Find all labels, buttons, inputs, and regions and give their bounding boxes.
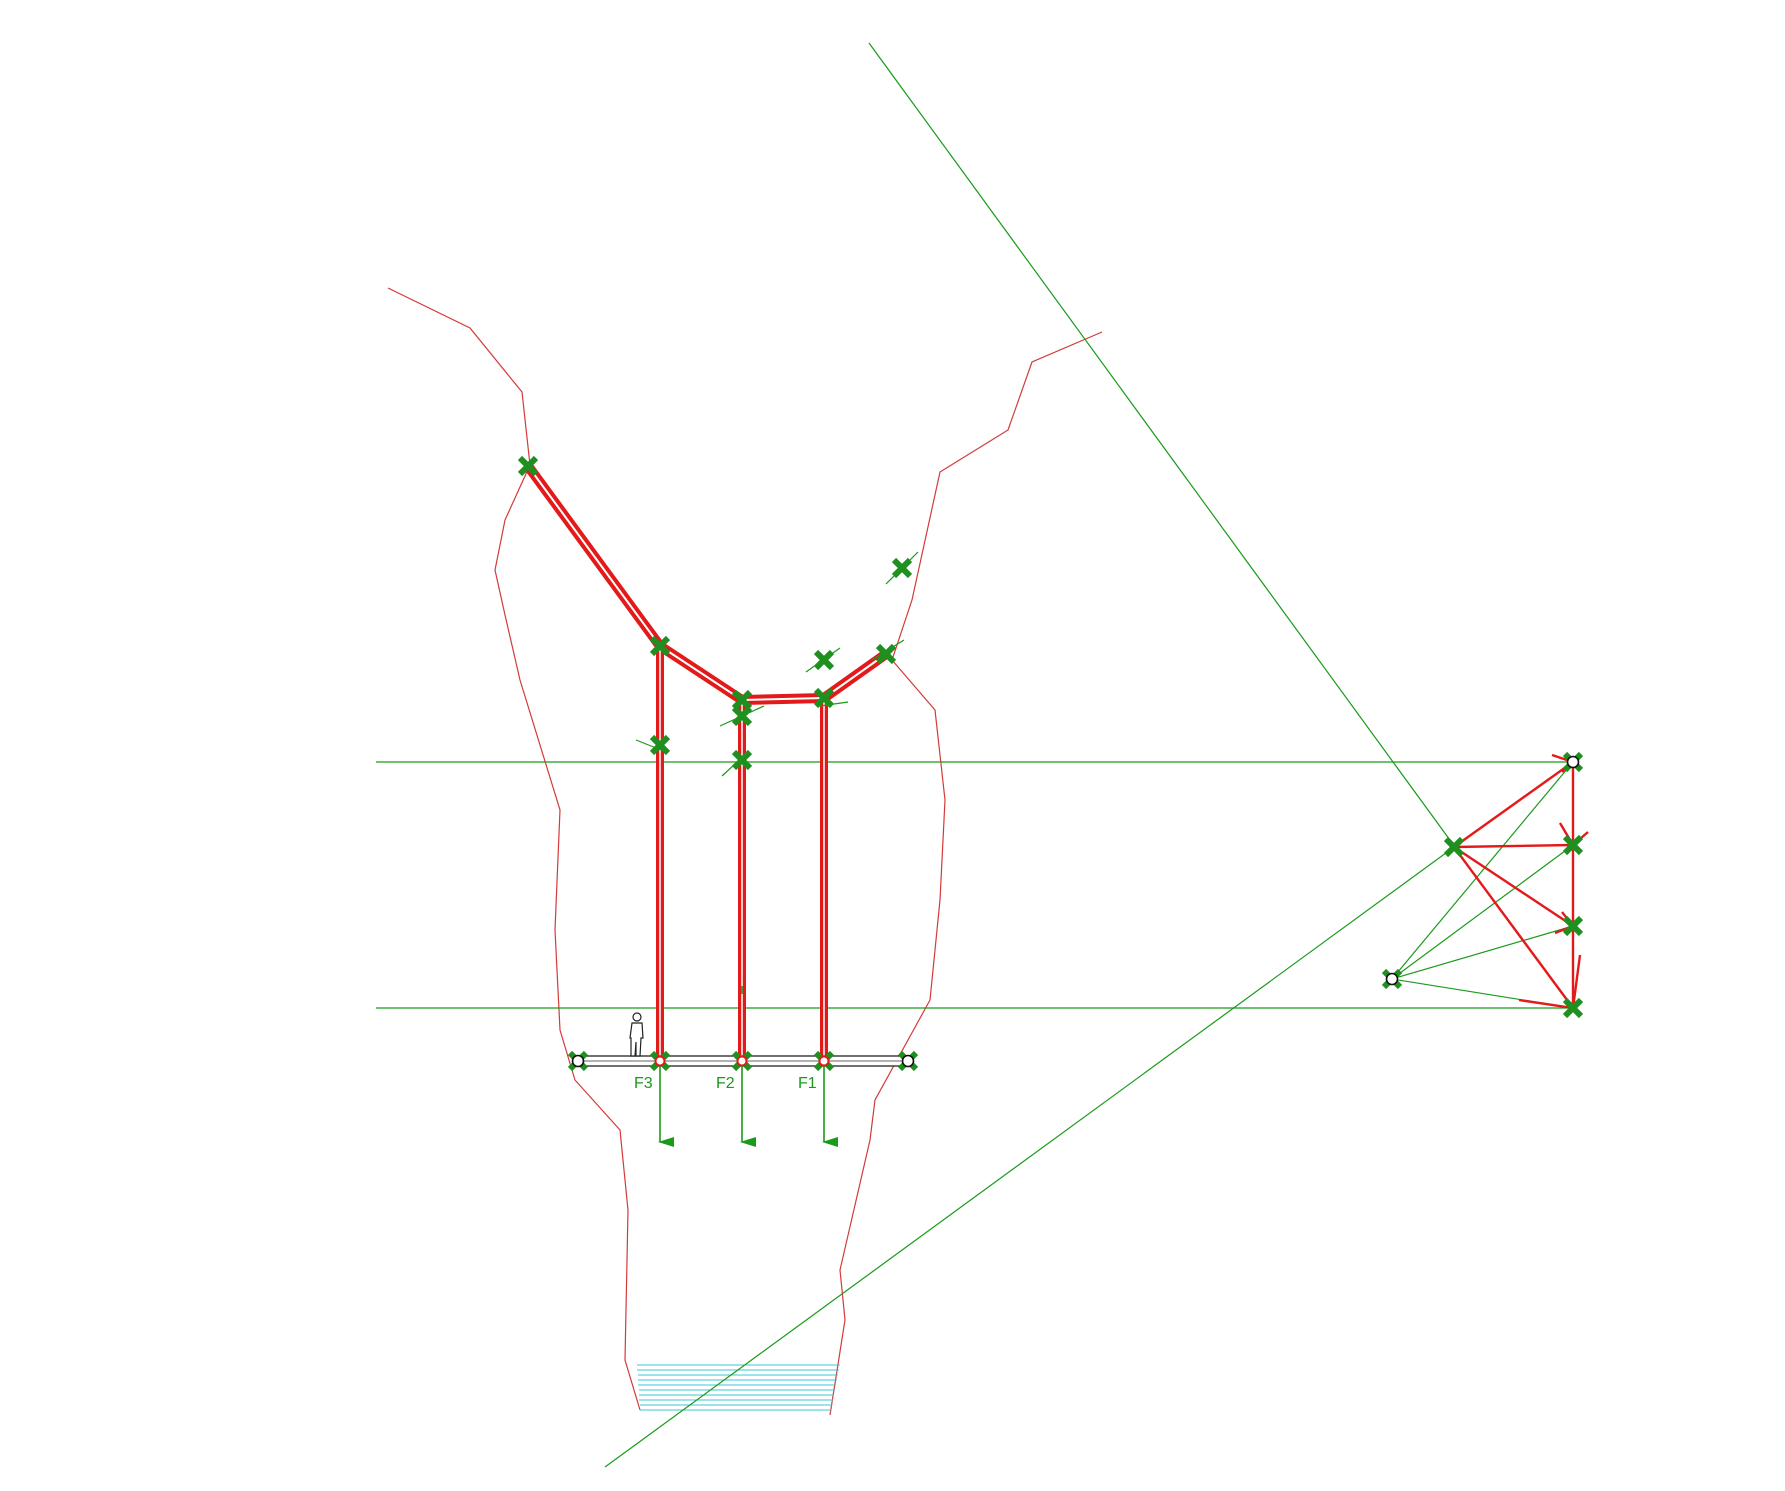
person-figure-icon bbox=[629, 1012, 644, 1057]
pin-support-icon[interactable] bbox=[1565, 754, 1581, 770]
load-label-f3: F3 bbox=[634, 1075, 653, 1092]
pin-support-icon[interactable] bbox=[570, 1053, 586, 1069]
force-polygon bbox=[1384, 753, 1589, 1010]
node-markers bbox=[520, 458, 1581, 1069]
hangers bbox=[656, 646, 828, 1060]
terrain-profile bbox=[387, 287, 1103, 1416]
handle-ticks bbox=[635, 551, 919, 777]
load-labels: F3 F2 F1 bbox=[634, 1075, 817, 1092]
diagonal-upper-line bbox=[868, 42, 1456, 848]
load-arrows bbox=[658, 986, 838, 1147]
water-body bbox=[637, 1364, 840, 1411]
deck-supports bbox=[570, 1053, 916, 1069]
pin-support-icon[interactable] bbox=[900, 1053, 916, 1069]
diagonal-lower-line bbox=[604, 849, 1451, 1468]
terrain-right-bank bbox=[829, 331, 1103, 1416]
pole-point bbox=[1384, 971, 1400, 987]
load-label-f2: F2 bbox=[716, 1075, 735, 1092]
terrain-left-bank bbox=[387, 287, 641, 1411]
load-label-f1: F1 bbox=[798, 1075, 817, 1092]
construction-lines bbox=[376, 42, 1572, 1468]
